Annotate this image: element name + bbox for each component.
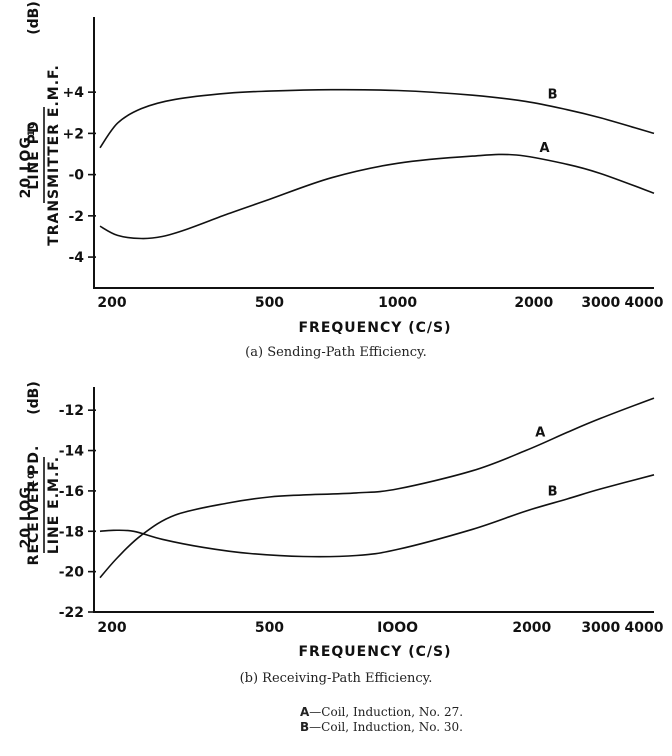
- y-tick-label: -0: [68, 168, 84, 184]
- x-tick-label: 2000: [512, 620, 551, 636]
- chart-sending-path: +4+2-0-2-4 200 500 1000 2000 3000 4000 AB 20 …: [18, 1, 664, 360]
- ylabel-sub-a: 10: [27, 122, 37, 137]
- ylabel-denominator-b: LINE E.M.F.: [46, 456, 62, 554]
- legend-key-a: A: [300, 705, 310, 719]
- series-b-group: AB: [99, 397, 655, 579]
- ylabel-prefix-b: 20 LOG: [18, 486, 34, 548]
- chart-receiving-path: -12 -14 -16 -18 -20 -22 200 500 IOOO 2000 3000 400…: [18, 381, 664, 686]
- y-axis-label-b: 20 LOG10: [18, 472, 37, 549]
- x-tick-label: 1000: [378, 295, 417, 311]
- legend-item-a: A—Coil, Induction, No. 27.: [300, 705, 463, 719]
- ylabel-numerator-b: RECEIVER PD.: [26, 445, 42, 566]
- x-tick-label: 500: [255, 295, 284, 311]
- series-line-a: [99, 153, 655, 240]
- ylabel-unit-b: (dB): [26, 381, 42, 415]
- svg-text:20 LOG10: 20 LOG10: [18, 122, 37, 199]
- ylabel-denominator-a: TRANSMITTER E.M.F.: [46, 64, 62, 246]
- x-axis-label-b: FREQUENCY (C/S): [298, 644, 451, 660]
- x-tick-label: 2000: [514, 295, 553, 311]
- y-tick-label: -20: [59, 565, 85, 581]
- x-ticks-b: 200 500 IOOO 2000 3000 4000: [97, 620, 663, 636]
- curve-label-b: B: [548, 88, 558, 103]
- y-axis-fraction-b: RECEIVER PD. LINE E.M.F.: [26, 445, 62, 566]
- legend-text-a: —Coil, Induction, No. 27.: [309, 705, 463, 719]
- series-line-a: [99, 397, 655, 579]
- x-tick-label: 200: [97, 295, 126, 311]
- svg-text:20 LOG10: 20 LOG10: [18, 472, 37, 549]
- y-axis-label-a: 20 LOG10: [18, 122, 37, 199]
- y-tick-label: -14: [59, 444, 85, 460]
- x-tick-label: IOOO: [377, 620, 418, 636]
- y-ticks-b: -12 -14 -16 -18 -20 -22: [59, 403, 96, 621]
- x-tick-label: 200: [97, 620, 126, 636]
- y-axis-fraction-a: LINE PD TRANSMITTER E.M.F.: [26, 64, 62, 246]
- x-tick-label: 4000: [625, 620, 664, 636]
- y-tick-label: -4: [68, 250, 84, 266]
- y-tick-label: -12: [59, 403, 84, 419]
- legend-text-b: —Coil, Induction, No. 30.: [309, 720, 463, 734]
- x-tick-label: 500: [255, 620, 284, 636]
- series-line-b: [99, 88, 655, 149]
- y-tick-label: -2: [68, 209, 84, 225]
- x-tick-label: 3000: [581, 620, 620, 636]
- y-tick-label: -18: [59, 524, 84, 540]
- x-axis-label-a: FREQUENCY (C/S): [298, 320, 451, 336]
- x-ticks-a: 200 500 1000 2000 3000 4000: [97, 295, 663, 311]
- axis-b: [93, 387, 654, 613]
- ylabel-prefix-a: 20 LOG: [18, 136, 34, 198]
- x-tick-label: 3000: [581, 295, 620, 311]
- y-tick-label: -22: [59, 605, 84, 621]
- legend-key-b: B: [300, 720, 309, 734]
- caption-a: (a) Sending-Path Efficiency.: [245, 345, 427, 360]
- curve-label-b: B: [548, 485, 558, 500]
- ylabel-sub-b: 10: [27, 472, 37, 487]
- legend-item-b: B—Coil, Induction, No. 30.: [300, 720, 463, 734]
- curve-label-a: A: [539, 141, 549, 156]
- x-tick-label: 4000: [625, 295, 664, 311]
- y-tick-label: -16: [59, 484, 84, 500]
- y-tick-label: +2: [63, 126, 84, 142]
- series-line-b: [99, 474, 655, 558]
- ylabel-unit-a: (dB): [26, 1, 42, 35]
- ylabel-numerator-a: LINE PD: [26, 120, 42, 189]
- series-a-group: AB: [99, 88, 655, 240]
- y-ticks-a: +4 +2 -0 -2 -4: [63, 85, 96, 266]
- caption-b: (b) Receiving-Path Efficiency.: [240, 671, 433, 686]
- legend: A—Coil, Induction, No. 27. B—Coil, Induc…: [300, 705, 463, 734]
- curve-label-a: A: [535, 426, 545, 441]
- y-tick-label: +4: [63, 85, 85, 101]
- axis-a: [93, 17, 654, 289]
